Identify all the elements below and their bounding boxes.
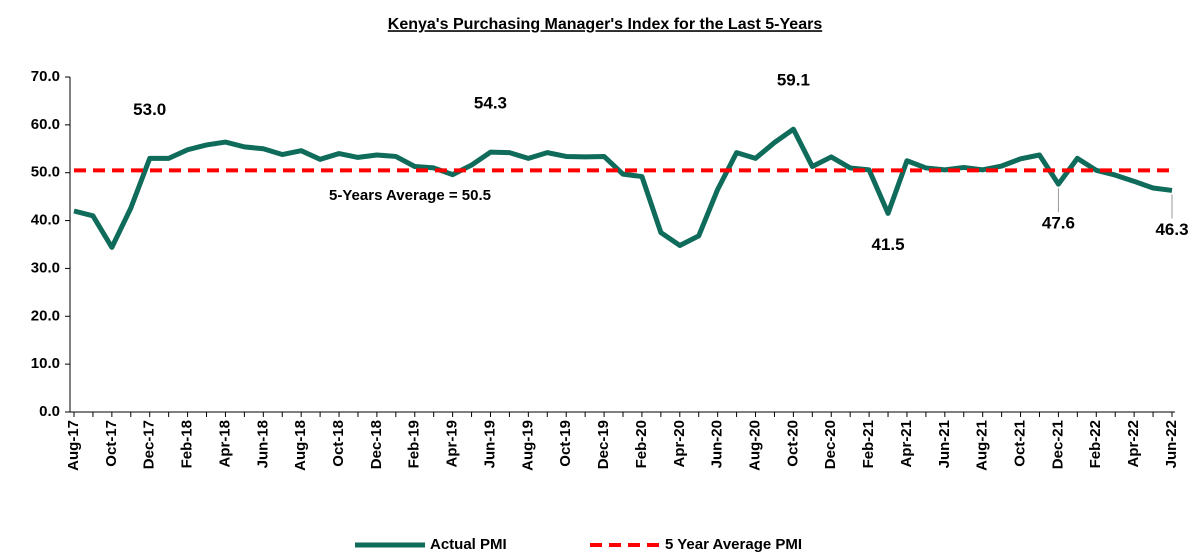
x-tick-label: Oct-20 [784, 420, 801, 467]
data-label: 41.5 [871, 235, 904, 254]
y-tick-label: 50.0 [31, 164, 60, 181]
x-tick-label: Feb-20 [633, 420, 650, 468]
x-tick-label: Oct-18 [330, 420, 347, 467]
y-tick-label: 20.0 [31, 307, 60, 324]
legend-label: 5 Year Average PMI [665, 536, 802, 553]
y-tick-label: 60.0 [31, 116, 60, 133]
data-label: 54.3 [474, 94, 507, 113]
x-tick-label: Feb-21 [860, 420, 877, 468]
x-tick-label: Jun-19 [481, 420, 498, 468]
x-tick-label: Aug-17 [65, 420, 82, 471]
x-tick-label: Aug-21 [974, 420, 991, 471]
x-tick-label: Dec-21 [1049, 420, 1066, 469]
y-tick-label: 30.0 [31, 259, 60, 276]
y-tick-label: 10.0 [31, 355, 60, 372]
x-tick-label: Jun-20 [709, 420, 726, 468]
x-tick-label: Dec-17 [141, 420, 158, 469]
x-tick-label: Dec-19 [595, 420, 612, 469]
y-tick-label: 40.0 [31, 212, 60, 229]
x-tick-label: Apr-22 [1125, 420, 1142, 468]
x-tick-label: Feb-19 [406, 420, 423, 468]
x-tick-label: Oct-19 [557, 420, 574, 467]
data-label: 46.3 [1155, 220, 1188, 239]
x-tick-label: Feb-22 [1087, 420, 1104, 468]
x-tick-label: Apr-19 [444, 420, 461, 468]
x-tick-label: Jun-22 [1163, 420, 1180, 468]
legend-label: Actual PMI [430, 536, 507, 553]
annotation: 5-Years Average = 50.5 [329, 187, 491, 204]
x-tick-label: Oct-21 [1012, 420, 1029, 467]
x-tick-label: Feb-18 [179, 420, 196, 468]
x-tick-label: Oct-17 [103, 420, 120, 467]
x-tick-label: Aug-19 [519, 420, 536, 471]
x-tick-label: Apr-18 [216, 420, 233, 468]
data-label: 59.1 [777, 71, 810, 90]
x-tick-label: Apr-20 [671, 420, 688, 468]
x-tick-label: Aug-20 [746, 420, 763, 471]
x-tick-label: Dec-18 [368, 420, 385, 469]
x-tick-label: Jun-18 [254, 420, 271, 468]
data-label: 53.0 [133, 100, 166, 119]
x-tick-label: Aug-18 [292, 420, 309, 471]
chart-title: Kenya's Purchasing Manager's Index for t… [388, 16, 823, 33]
x-tick-label: Dec-20 [822, 420, 839, 469]
series-line [73, 126, 1173, 250]
y-tick-label: 0.0 [39, 403, 60, 420]
x-tick-label: Apr-21 [898, 420, 915, 468]
x-tick-label: Jun-21 [936, 420, 953, 468]
y-tick-label: 70.0 [31, 68, 60, 85]
data-label: 47.6 [1042, 214, 1075, 233]
